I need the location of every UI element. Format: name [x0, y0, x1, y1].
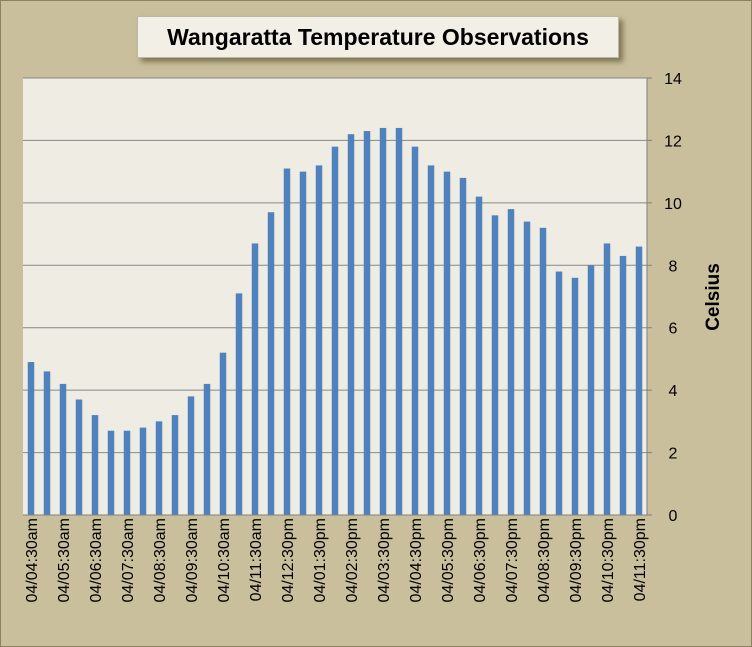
- y-tick-label: 10: [664, 196, 682, 213]
- bar: [43, 371, 51, 515]
- x-tick-label: 04/01:30pm: [312, 518, 329, 603]
- bar: [331, 146, 339, 516]
- y-tick-label: 8: [669, 258, 678, 275]
- bar: [267, 212, 275, 515]
- bars: [27, 127, 643, 516]
- x-tick-label: 04/10:30pm: [600, 518, 617, 603]
- y-tick-label: 14: [664, 71, 682, 88]
- bar: [299, 171, 307, 515]
- bar: [187, 396, 195, 515]
- y-tick-label: 12: [664, 133, 682, 150]
- x-tick-label: 04/10:30am: [216, 518, 233, 603]
- x-tick-label: 04/07:30am: [120, 518, 137, 603]
- bar: [203, 383, 211, 515]
- bar: [91, 415, 99, 515]
- bar: [491, 215, 499, 515]
- x-tick-label: 04/08:30am: [152, 518, 169, 603]
- x-tick-label: 04/04:30pm: [408, 518, 425, 603]
- bar: [523, 221, 531, 515]
- bar: [347, 134, 355, 515]
- y-axis-label: Celsius: [703, 263, 724, 331]
- y-tick-label: 4: [669, 383, 678, 400]
- x-tick-label: 04/11:30pm: [632, 518, 649, 601]
- x-tick-label: 04/06:30pm: [472, 518, 489, 603]
- bar: [235, 293, 243, 515]
- bar: [459, 177, 467, 515]
- chart-title-box: Wangaratta Temperature Observations: [137, 16, 619, 58]
- x-tick-label: 04/07:30pm: [504, 518, 521, 603]
- x-tick-labels: 04/04:30am 04/05:30am 04/06:30am 04/07:30am…: [24, 518, 649, 603]
- x-tick-label: 04/06:30am: [88, 518, 105, 603]
- x-tick-label: 04/09:30pm: [568, 518, 585, 603]
- x-tick-label: 04/08:30pm: [536, 518, 553, 603]
- bar: [555, 271, 563, 515]
- bar: [443, 171, 451, 515]
- bar: [427, 165, 435, 515]
- bar: [507, 209, 515, 515]
- x-tick-label: 04/04:30am: [24, 518, 41, 603]
- bar: [539, 227, 547, 515]
- bar: [27, 362, 35, 515]
- bar: [283, 168, 291, 515]
- bar: [571, 277, 579, 515]
- y-tick-labels: 0 2 4 6 8 10 12 14: [647, 71, 682, 525]
- bar: [587, 265, 595, 515]
- bar: [619, 255, 627, 516]
- bar: [411, 146, 419, 516]
- x-tick-label: 04/05:30am: [56, 518, 73, 603]
- chart-title: Wangaratta Temperature Observations: [167, 23, 589, 50]
- x-tick-label: 04/11:30am: [248, 518, 265, 601]
- bar: [475, 196, 483, 516]
- bar: [395, 127, 403, 515]
- bar: [171, 415, 179, 515]
- bar: [363, 131, 371, 515]
- bar: [219, 352, 227, 515]
- bar: [123, 430, 131, 515]
- bar: [315, 165, 323, 515]
- x-tick-label: 04/05:30pm: [440, 518, 457, 603]
- x-tick-label: 04/03:30pm: [376, 518, 393, 603]
- bar: [59, 383, 67, 515]
- bar: [635, 246, 643, 515]
- axes: [23, 78, 648, 516]
- bar: [139, 427, 147, 515]
- y-tick-label: 2: [669, 446, 678, 463]
- y-tick-label: 6: [669, 321, 678, 338]
- bar: [75, 399, 83, 515]
- x-tick-label: 04/02:30pm: [344, 518, 361, 603]
- bar: [251, 243, 259, 515]
- bar: [155, 421, 163, 515]
- bar: [107, 430, 115, 515]
- y-tick-label: 0: [669, 508, 678, 525]
- x-tick-label: 04/09:30am: [184, 518, 201, 603]
- bar: [379, 127, 387, 515]
- x-tick-label: 04/12:30pm: [280, 518, 297, 603]
- bar: [603, 243, 611, 515]
